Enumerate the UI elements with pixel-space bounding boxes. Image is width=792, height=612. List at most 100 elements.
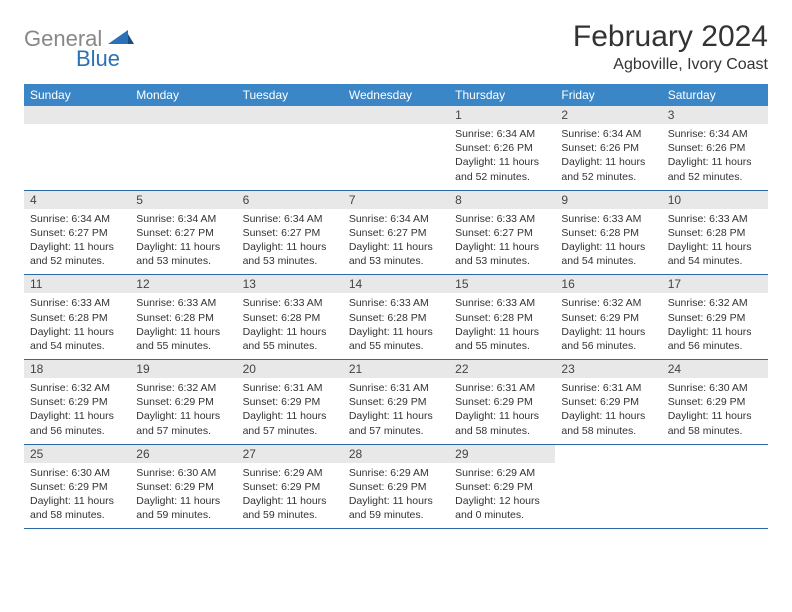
- day-number-band: 2: [555, 106, 661, 124]
- day-number: 29: [455, 447, 549, 461]
- week-row: 4 Sunrise: 6:34 AMSunset: 6:27 PMDaylight…: [24, 191, 768, 276]
- day-number-band: 6: [237, 191, 343, 209]
- day-number: 27: [243, 447, 337, 461]
- day-detail: Sunrise: 6:34 AMSunset: 6:27 PMDaylight:…: [243, 212, 337, 269]
- weekday-header: Monday: [130, 84, 236, 106]
- day-detail: Sunrise: 6:33 AMSunset: 6:28 PMDaylight:…: [561, 212, 655, 269]
- day-number: 26: [136, 447, 230, 461]
- day-number: 14: [349, 277, 443, 291]
- day-cell: 3 Sunrise: 6:34 AMSunset: 6:26 PMDaylight…: [662, 106, 768, 190]
- page: General Blue February 2024 Agboville, Iv…: [0, 0, 792, 549]
- weekday-header: Friday: [555, 84, 661, 106]
- day-number-band: 18: [24, 360, 130, 378]
- day-cell: 26Sunrise: 6:30 AMSunset: 6:29 PMDayligh…: [130, 445, 236, 529]
- day-number: 5: [136, 193, 230, 207]
- day-number-band: [343, 106, 449, 124]
- week-row: 11 Sunrise: 6:33 AMSunset: 6:28 PMDayligh…: [24, 275, 768, 360]
- day-cell: 27 Sunrise: 6:29 AMSunset: 6:29 PMDayligh…: [237, 445, 343, 529]
- day-number-band: 3: [662, 106, 768, 124]
- day-detail: Sunrise: 6:34 AMSunset: 6:26 PMDaylight:…: [668, 127, 762, 184]
- day-detail: Sunrise: 6:34 AMSunset: 6:27 PMDaylight:…: [349, 212, 443, 269]
- empty-cell: [662, 445, 768, 529]
- weekday-header: Saturday: [662, 84, 768, 106]
- day-number-band: 21: [343, 360, 449, 378]
- day-cell: 15 Sunrise: 6:33 AMSunset: 6:28 PMDayligh…: [449, 275, 555, 359]
- day-cell: 17 Sunrise: 6:32 AMSunset: 6:29 PMDayligh…: [662, 275, 768, 359]
- day-cell: 28Sunrise: 6:29 AMSunset: 6:29 PMDayligh…: [343, 445, 449, 529]
- empty-cell: [343, 106, 449, 190]
- day-number-band: 16: [555, 275, 661, 293]
- day-detail: Sunrise: 6:33 AMSunset: 6:28 PMDaylight:…: [668, 212, 762, 269]
- weekday-header: Tuesday: [237, 84, 343, 106]
- day-number: 4: [30, 193, 124, 207]
- day-number-band: 20: [237, 360, 343, 378]
- day-detail: Sunrise: 6:33 AMSunset: 6:28 PMDaylight:…: [455, 296, 549, 353]
- empty-cell: [555, 445, 661, 529]
- day-cell: 12 Sunrise: 6:33 AMSunset: 6:28 PMDayligh…: [130, 275, 236, 359]
- day-cell: 21Sunrise: 6:31 AMSunset: 6:29 PMDayligh…: [343, 360, 449, 444]
- title-block: February 2024 Agboville, Ivory Coast: [573, 20, 768, 74]
- day-number: 10: [668, 193, 762, 207]
- day-number: 20: [243, 362, 337, 376]
- day-number-band: 25: [24, 445, 130, 463]
- day-number: 25: [30, 447, 124, 461]
- calendar: SundayMondayTuesdayWednesdayThursdayFrid…: [24, 84, 768, 529]
- location: Agboville, Ivory Coast: [573, 56, 768, 74]
- day-number-band: 23: [555, 360, 661, 378]
- day-detail: Sunrise: 6:29 AMSunset: 6:29 PMDaylight:…: [349, 466, 443, 523]
- day-number: 24: [668, 362, 762, 376]
- day-number: 8: [455, 193, 549, 207]
- month-title: February 2024: [573, 20, 768, 54]
- day-number: 12: [136, 277, 230, 291]
- day-number-band: [237, 106, 343, 124]
- day-number-band: 9: [555, 191, 661, 209]
- day-cell: 18 Sunrise: 6:32 AMSunset: 6:29 PMDayligh…: [24, 360, 130, 444]
- weekday-header-row: SundayMondayTuesdayWednesdayThursdayFrid…: [24, 84, 768, 106]
- day-cell: 13 Sunrise: 6:33 AMSunset: 6:28 PMDayligh…: [237, 275, 343, 359]
- day-number-band: 13: [237, 275, 343, 293]
- day-number-band: 26: [130, 445, 236, 463]
- day-detail: Sunrise: 6:29 AMSunset: 6:29 PMDaylight:…: [455, 466, 549, 523]
- empty-cell: [237, 106, 343, 190]
- day-cell: 22Sunrise: 6:31 AMSunset: 6:29 PMDayligh…: [449, 360, 555, 444]
- day-cell: 25Sunrise: 6:30 AMSunset: 6:29 PMDayligh…: [24, 445, 130, 529]
- day-cell: 29 Sunrise: 6:29 AMSunset: 6:29 PMDayligh…: [449, 445, 555, 529]
- day-detail: Sunrise: 6:34 AMSunset: 6:27 PMDaylight:…: [136, 212, 230, 269]
- day-cell: 14 Sunrise: 6:33 AMSunset: 6:28 PMDayligh…: [343, 275, 449, 359]
- day-detail: Sunrise: 6:30 AMSunset: 6:29 PMDaylight:…: [668, 381, 762, 438]
- day-cell: 9 Sunrise: 6:33 AMSunset: 6:28 PMDaylight…: [555, 191, 661, 275]
- day-number: 11: [30, 277, 124, 291]
- day-detail: Sunrise: 6:29 AMSunset: 6:29 PMDaylight:…: [243, 466, 337, 523]
- day-number-band: 1: [449, 106, 555, 124]
- day-cell: 10 Sunrise: 6:33 AMSunset: 6:28 PMDayligh…: [662, 191, 768, 275]
- day-number: 16: [561, 277, 655, 291]
- day-number-band: 24: [662, 360, 768, 378]
- day-number-band: [24, 106, 130, 124]
- week-row: 25Sunrise: 6:30 AMSunset: 6:29 PMDayligh…: [24, 445, 768, 530]
- logo: General Blue: [24, 26, 136, 52]
- day-number: 21: [349, 362, 443, 376]
- day-number: 13: [243, 277, 337, 291]
- day-number-band: 17: [662, 275, 768, 293]
- day-detail: Sunrise: 6:33 AMSunset: 6:28 PMDaylight:…: [136, 296, 230, 353]
- day-number: 22: [455, 362, 549, 376]
- day-number-band: 27: [237, 445, 343, 463]
- day-detail: Sunrise: 6:32 AMSunset: 6:29 PMDaylight:…: [30, 381, 124, 438]
- day-detail: Sunrise: 6:33 AMSunset: 6:28 PMDaylight:…: [349, 296, 443, 353]
- day-cell: 7Sunrise: 6:34 AMSunset: 6:27 PMDaylight…: [343, 191, 449, 275]
- day-number-band: [130, 106, 236, 124]
- day-detail: Sunrise: 6:32 AMSunset: 6:29 PMDaylight:…: [668, 296, 762, 353]
- day-detail: Sunrise: 6:34 AMSunset: 6:26 PMDaylight:…: [455, 127, 549, 184]
- day-number: 15: [455, 277, 549, 291]
- day-detail: Sunrise: 6:33 AMSunset: 6:28 PMDaylight:…: [243, 296, 337, 353]
- day-number-band: 22: [449, 360, 555, 378]
- day-number: 3: [668, 108, 762, 122]
- day-number-band: 4: [24, 191, 130, 209]
- day-detail: Sunrise: 6:32 AMSunset: 6:29 PMDaylight:…: [561, 296, 655, 353]
- day-detail: Sunrise: 6:31 AMSunset: 6:29 PMDaylight:…: [561, 381, 655, 438]
- weeks-container: 1 Sunrise: 6:34 AMSunset: 6:26 PMDaylight…: [24, 106, 768, 529]
- empty-cell: [130, 106, 236, 190]
- day-number-band: 15: [449, 275, 555, 293]
- day-number-band: 12: [130, 275, 236, 293]
- day-cell: 11Sunrise: 6:33 AMSunset: 6:28 PMDayligh…: [24, 275, 130, 359]
